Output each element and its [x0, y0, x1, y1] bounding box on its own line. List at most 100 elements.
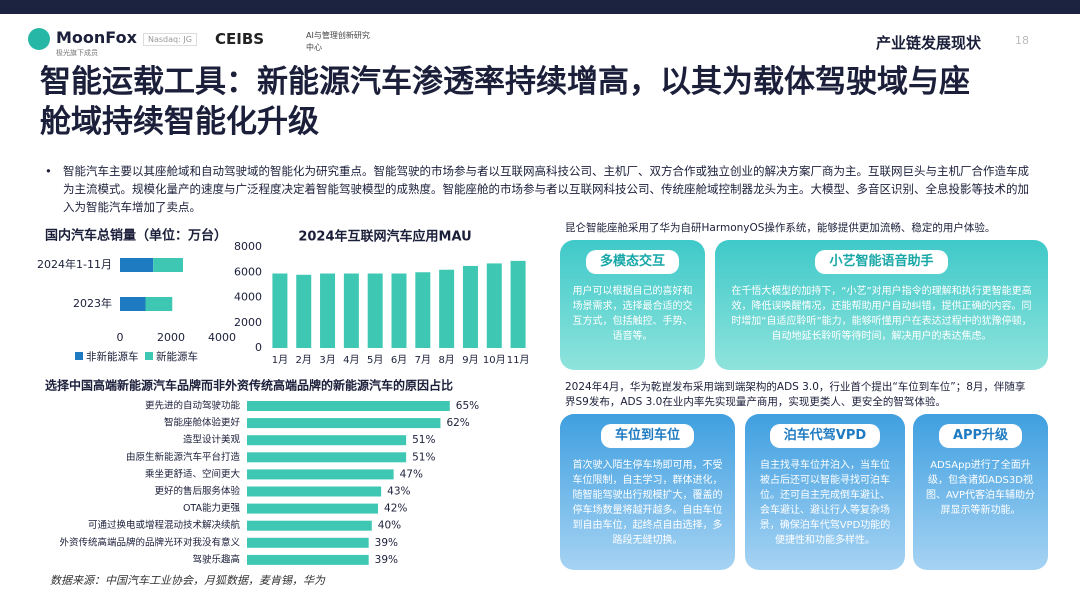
- x-tick-label: 7月: [415, 354, 431, 366]
- y-tick-label: 2000: [234, 316, 262, 329]
- value-label: 39%: [375, 554, 398, 566]
- y-tick-label: 可通过换电或增程混动技术解决续航: [88, 519, 241, 531]
- section: 产业链发展现状: [876, 34, 982, 52]
- panel-text: 在千悟大模型的加持下，“小艺”对用户指令的理解和执行更智能更高效，降低误唤醒情况…: [731, 286, 1032, 342]
- panel-text: 用户可以根据自己的喜好和场景需求，选择最合适的交互方式，包括触控、手势、语音等。: [572, 286, 693, 342]
- top-band: [0, 0, 1080, 14]
- bar: [247, 452, 407, 463]
- x-tick-label: 0: [117, 331, 124, 344]
- x-tick-label: 8月: [438, 354, 454, 366]
- y-tick-label: 智能座舱体验更好: [164, 417, 241, 429]
- x-tick-label: 4000: [208, 331, 236, 344]
- y-tick-label: 6000: [234, 265, 262, 278]
- y-tick-label: 更好的售后服务体验: [154, 485, 240, 497]
- panel-title: 泊车代驾VPD: [769, 424, 881, 448]
- panel: 泊车代驾VPD 自主找寻车位并泊入，当车位被占后还可以智能寻找可泊车位。还可自主完…: [745, 414, 905, 570]
- bar: [247, 520, 372, 531]
- y-tick-label: 4000: [234, 291, 262, 304]
- bar: [247, 435, 407, 446]
- x-tick-label: 3月: [319, 354, 335, 366]
- bar: [272, 273, 288, 348]
- panel-title: 多模态交互: [585, 250, 679, 274]
- bar: [247, 537, 369, 548]
- bar: [296, 274, 312, 348]
- panel-text: ADSApp进行了全面升级，包含诸如ADS3D视图、AVP代客泊车辅助分屏显示等…: [925, 460, 1036, 516]
- source: 数据来源：中国汽车工业协会，月狐数据，麦肯锡，华为: [50, 574, 325, 587]
- panel: 车位到车位首次驶入陌生停车场即可用，不受车位限制，自主学习，群体进化，随智能驾驶…: [560, 414, 735, 570]
- legend-swatch: [75, 352, 83, 360]
- bar: [367, 273, 383, 348]
- logo-icon: [28, 28, 50, 50]
- legend-swatch: [145, 352, 153, 360]
- bar: [343, 273, 359, 348]
- y-tick-label: 8000: [234, 240, 262, 253]
- bar-segment: [120, 258, 154, 272]
- cockpit-intro: 昆仑智能座舱采用了华为自研HarmonyOS操作系统，能够提供更加流畅、稳定的用…: [565, 222, 996, 234]
- value-label: 42%: [384, 503, 407, 515]
- panel-title: 车位到车位: [600, 424, 694, 448]
- panel: 小艺智能语音助手在千悟大模型的加持下，“小艺”对用户指令的理解和执行更智能更高效…: [715, 240, 1048, 370]
- bar: [415, 272, 431, 348]
- panel-title: 小艺智能语音助手: [815, 250, 948, 274]
- chart-title: 国内汽车总销量（单位：万台）: [45, 228, 227, 244]
- page-number: 18: [1015, 34, 1029, 47]
- panel-text: 首次驶入陌生停车场即可用，不受车位限制，自主学习，群体进化，随智能驾驶出行规模扩…: [572, 460, 723, 546]
- y-tick-label: 2023年: [73, 296, 112, 310]
- panel-title: APP升级: [938, 424, 1023, 448]
- bar: [247, 418, 441, 429]
- chart-title: 选择中国高端新能源汽车品牌而非外资传统高端品牌的新能源汽车的原因占比: [45, 378, 453, 393]
- panel: APP升级 ADSApp进行了全面升级，包含诸如ADS3D视图、AVP代客泊车辅助…: [913, 414, 1048, 570]
- legend-label: 非新能源车: [86, 350, 139, 363]
- driving-intro: 2024年4月，华为乾崑发布采用端到端架构的ADS 3.0，行业首个提出“车位到…: [565, 381, 1026, 408]
- x-tick-label: 2000: [157, 331, 185, 344]
- bar: [320, 273, 336, 348]
- bullet-text: 智能汽车主要以其座舱域和自动驾驶域的智能化为研究重点。智能驾驶的市场参与者以互联…: [63, 164, 1029, 214]
- value-label: 39%: [375, 537, 398, 549]
- y-tick-label: 0: [255, 341, 262, 354]
- value-label: 40%: [378, 520, 401, 532]
- x-tick-label: 6月: [391, 354, 407, 366]
- bar: [391, 273, 407, 348]
- bar: [439, 269, 455, 348]
- x-tick-label: 5月: [367, 354, 383, 366]
- y-tick-label: 由原生新能源汽车平台打造: [126, 451, 241, 463]
- x-tick-label: 10月: [483, 354, 506, 366]
- value-label: 47%: [400, 468, 423, 480]
- panel: 多模态交互用户可以根据自己的喜好和场景需求，选择最合适的交互方式，包括触控、手势…: [560, 240, 705, 370]
- brand: MoonFox: [56, 28, 137, 47]
- partner-sub: AI与管理创新研究中心: [306, 31, 370, 52]
- brand-sub: 极光旗下成员: [56, 49, 98, 57]
- y-tick-label: OTA能力更强: [183, 502, 241, 514]
- ticker: Nasdaq: JG: [143, 33, 197, 46]
- y-tick-label: 乘坐更舒适、空间更大: [145, 468, 241, 480]
- bar: [462, 265, 478, 348]
- y-tick-label: 造型设计美观: [183, 434, 241, 446]
- bar-segment: [120, 297, 146, 311]
- bar: [247, 554, 369, 565]
- panel-text: 自主找寻车位并泊入，当车位被占后还可以智能寻找可泊车位。还可自主完成倒车避让、会…: [759, 460, 891, 546]
- bullet: • 智能汽车主要以其座舱域和自动驾驶域的智能化为研究重点。智能驾驶的市场参与者以互…: [45, 164, 1029, 214]
- bar-segment: [145, 297, 173, 311]
- bar-segment: [153, 258, 183, 272]
- bar: [247, 486, 382, 497]
- partner: CEIBS: [215, 30, 265, 48]
- x-tick-label: 4月: [343, 354, 359, 366]
- slide-title: 智能运载工具：新能源汽车渗透率持续增高，以其为载体驾驶域与座舱域持续智能化升级: [40, 64, 970, 140]
- value-label: 62%: [446, 417, 469, 429]
- bar: [247, 401, 450, 411]
- bar: [510, 260, 526, 348]
- legend-label: 新能源车: [156, 350, 198, 363]
- x-tick-label: 1月: [272, 354, 288, 366]
- x-tick-label: 11月: [507, 354, 530, 366]
- y-tick-label: 外资传统高端品牌的品牌光环对我没有意义: [59, 536, 240, 548]
- x-tick-label: 2月: [296, 354, 312, 366]
- value-label: 65%: [456, 400, 479, 412]
- y-tick-label: 更先进的自动驾驶功能: [145, 400, 241, 412]
- bar: [247, 469, 394, 480]
- y-tick-label: 驾驶乐趣高: [192, 553, 240, 565]
- bar: [247, 503, 379, 514]
- value-label: 51%: [412, 451, 435, 463]
- chart-title: 2024年互联网汽车应用MAU: [298, 229, 471, 245]
